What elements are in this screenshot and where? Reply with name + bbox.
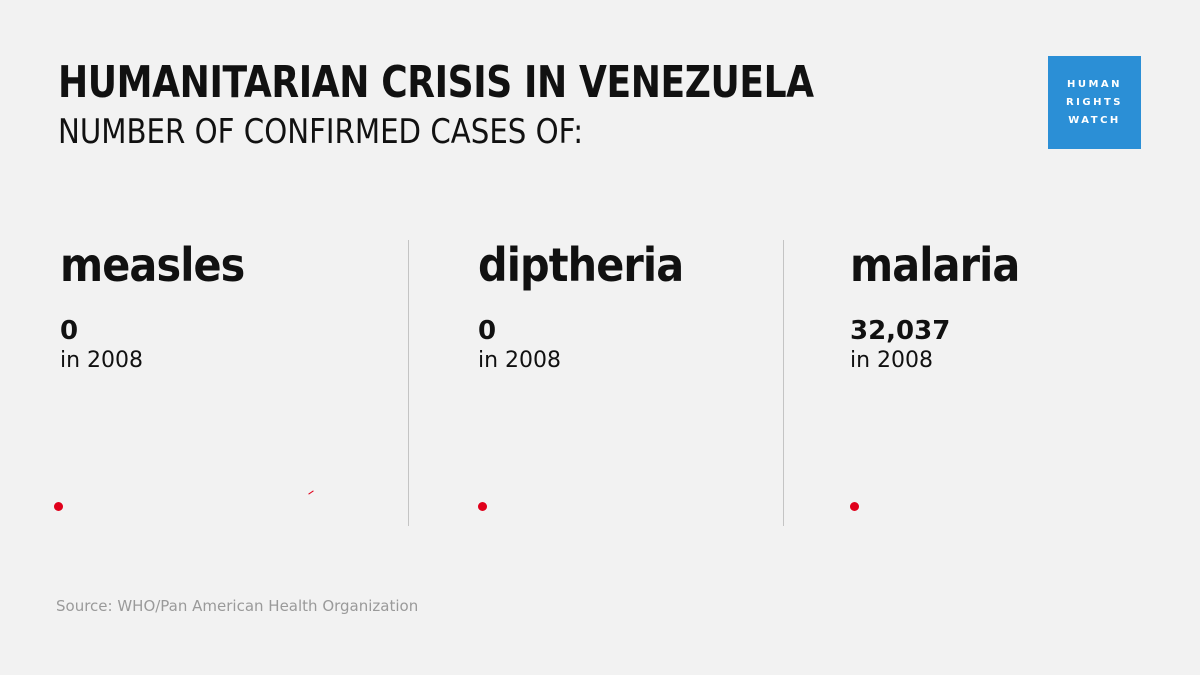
line-start-mark xyxy=(308,490,314,495)
column-divider-2 xyxy=(783,240,784,526)
logo-line-2: RIGHTS xyxy=(1065,96,1124,108)
stat-column-diptheria: diptheria 0 in 2008 xyxy=(478,238,798,376)
data-point-marker-measles xyxy=(54,502,63,511)
logo-line-1: HUMAN xyxy=(1066,78,1123,90)
column-divider-1 xyxy=(408,240,409,526)
year-label: in 2008 xyxy=(60,348,144,373)
disease-label: diptheria xyxy=(478,238,684,292)
year-label: in 2008 xyxy=(478,348,562,373)
stat-column-measles: measles 0 in 2008 xyxy=(60,238,380,376)
data-point-marker-malaria xyxy=(850,502,859,511)
disease-label: malaria xyxy=(850,238,1020,292)
hrw-logo: HUMAN RIGHTS WATCH xyxy=(1048,56,1141,149)
case-count: 32,037 xyxy=(850,316,951,346)
data-point-marker-diptheria xyxy=(478,502,487,511)
year-label: in 2008 xyxy=(850,348,934,373)
page-title: HUMANITARIAN CRISIS IN VENEZUELA xyxy=(58,57,814,108)
case-count: 0 xyxy=(60,316,79,346)
disease-label: measles xyxy=(60,238,245,292)
page-subtitle: NUMBER OF CONFIRMED CASES OF: xyxy=(58,112,584,152)
logo-line-3: WATCH xyxy=(1068,114,1121,126)
case-count: 0 xyxy=(478,316,497,346)
source-note: Source: WHO/Pan American Health Organiza… xyxy=(56,597,419,615)
stat-column-malaria: malaria 32,037 in 2008 xyxy=(850,238,1170,376)
